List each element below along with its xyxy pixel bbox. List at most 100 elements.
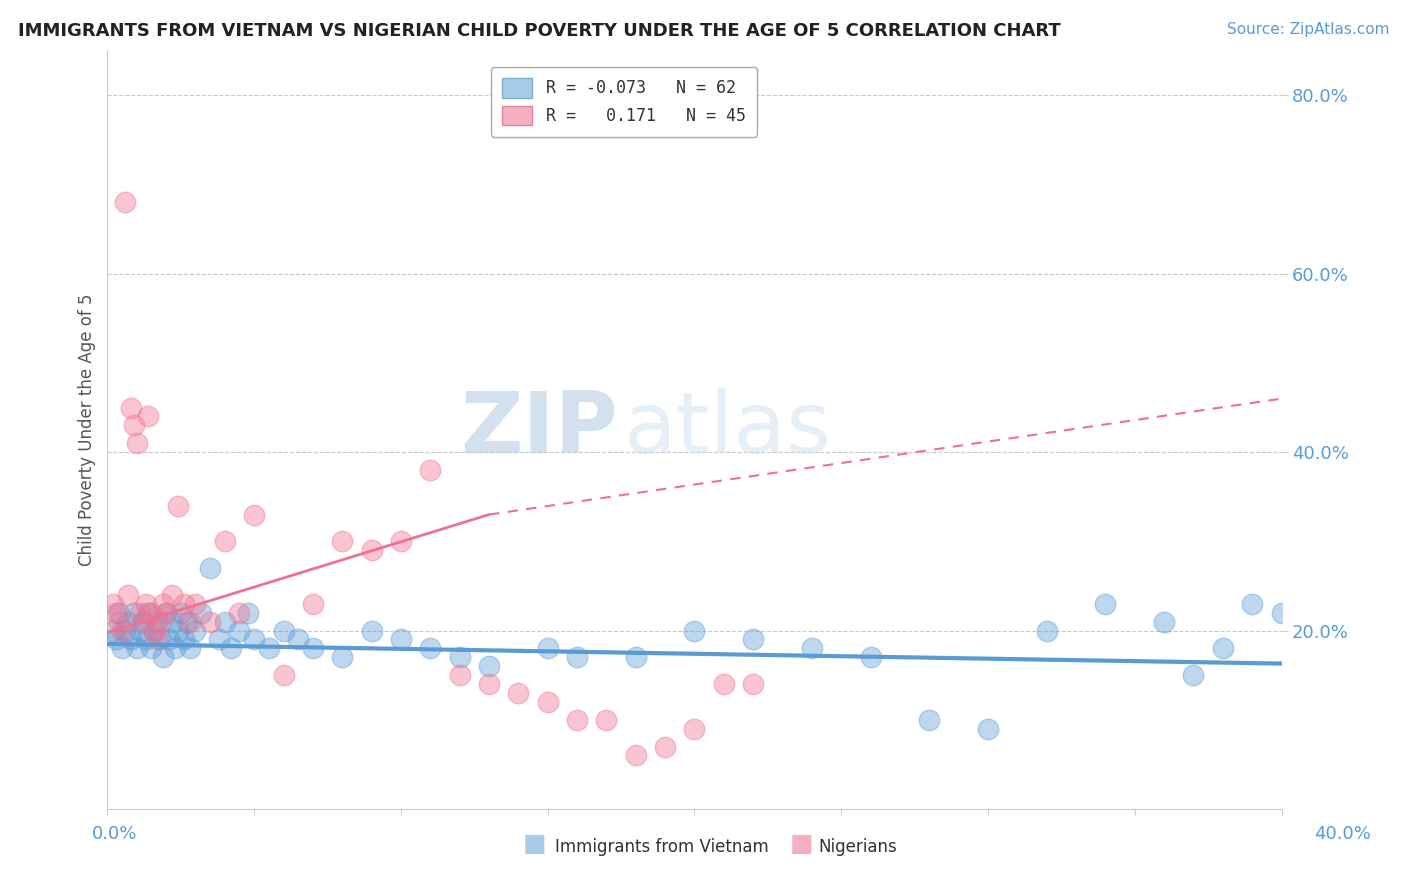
- Point: [138, 409, 160, 424]
- Point: [155, 606, 177, 620]
- Point: [977, 722, 1000, 736]
- Point: [595, 713, 617, 727]
- Point: [128, 606, 150, 620]
- Point: [125, 436, 148, 450]
- Point: [108, 615, 131, 629]
- Point: [190, 606, 212, 620]
- Point: [330, 650, 353, 665]
- Point: [111, 641, 134, 656]
- Point: [166, 624, 188, 638]
- Point: [176, 615, 198, 629]
- Point: [114, 624, 136, 638]
- Text: ■: ■: [790, 832, 813, 856]
- Point: [208, 632, 231, 647]
- Point: [103, 624, 125, 638]
- Point: [114, 195, 136, 210]
- Point: [624, 748, 647, 763]
- Point: [273, 668, 295, 682]
- Point: [243, 632, 266, 647]
- Point: [565, 713, 588, 727]
- Point: [117, 615, 139, 629]
- Point: [179, 615, 201, 629]
- Point: [117, 588, 139, 602]
- Point: [111, 624, 134, 638]
- Point: [478, 659, 501, 673]
- Point: [918, 713, 941, 727]
- Text: IMMIGRANTS FROM VIETNAM VS NIGERIAN CHILD POVERTY UNDER THE AGE OF 5 CORRELATION: IMMIGRANTS FROM VIETNAM VS NIGERIAN CHIL…: [18, 22, 1062, 40]
- Legend: R = -0.073   N = 62, R =   0.171   N = 45: R = -0.073 N = 62, R = 0.171 N = 45: [491, 67, 758, 136]
- Point: [228, 624, 250, 638]
- Point: [135, 632, 157, 647]
- Point: [157, 632, 180, 647]
- Point: [143, 624, 166, 638]
- Point: [152, 650, 174, 665]
- Y-axis label: Child Poverty Under the Age of 5: Child Poverty Under the Age of 5: [79, 293, 96, 566]
- Point: [1212, 641, 1234, 656]
- Text: ZIP: ZIP: [460, 388, 619, 471]
- Point: [1094, 597, 1116, 611]
- Point: [108, 606, 131, 620]
- Text: atlas: atlas: [624, 388, 832, 471]
- Point: [143, 624, 166, 638]
- Point: [565, 650, 588, 665]
- Point: [360, 624, 382, 638]
- Point: [1241, 597, 1264, 611]
- Point: [120, 632, 142, 647]
- Point: [389, 534, 412, 549]
- Point: [302, 641, 325, 656]
- Point: [238, 606, 260, 620]
- Point: [683, 624, 706, 638]
- Point: [166, 499, 188, 513]
- Point: [149, 632, 172, 647]
- Point: [478, 677, 501, 691]
- Point: [138, 606, 160, 620]
- Point: [125, 641, 148, 656]
- Text: 40.0%: 40.0%: [1315, 825, 1371, 843]
- Point: [103, 597, 125, 611]
- Point: [273, 624, 295, 638]
- Point: [508, 686, 530, 700]
- Point: [131, 615, 153, 629]
- Point: [146, 632, 169, 647]
- Text: 0.0%: 0.0%: [91, 825, 136, 843]
- Point: [160, 615, 183, 629]
- Point: [131, 615, 153, 629]
- Point: [683, 722, 706, 736]
- Point: [122, 606, 145, 620]
- Point: [141, 641, 163, 656]
- Point: [287, 632, 309, 647]
- Point: [302, 597, 325, 611]
- Point: [419, 463, 441, 477]
- Point: [149, 615, 172, 629]
- Point: [537, 641, 560, 656]
- Point: [160, 588, 183, 602]
- Text: Source: ZipAtlas.com: Source: ZipAtlas.com: [1226, 22, 1389, 37]
- Point: [742, 632, 765, 647]
- Point: [1035, 624, 1057, 638]
- Point: [537, 695, 560, 709]
- Point: [128, 624, 150, 638]
- Point: [257, 641, 280, 656]
- Point: [859, 650, 882, 665]
- Point: [198, 561, 221, 575]
- Point: [654, 739, 676, 754]
- Text: Nigerians: Nigerians: [818, 838, 897, 856]
- Point: [1153, 615, 1175, 629]
- Point: [389, 632, 412, 647]
- Text: ■: ■: [523, 832, 546, 856]
- Point: [163, 641, 186, 656]
- Point: [146, 615, 169, 629]
- Point: [173, 632, 195, 647]
- Point: [152, 597, 174, 611]
- Point: [141, 606, 163, 620]
- Point: [122, 418, 145, 433]
- Point: [214, 615, 236, 629]
- Point: [243, 508, 266, 522]
- Point: [419, 641, 441, 656]
- Point: [800, 641, 823, 656]
- Text: Immigrants from Vietnam: Immigrants from Vietnam: [555, 838, 769, 856]
- Point: [219, 641, 242, 656]
- Point: [449, 668, 471, 682]
- Point: [330, 534, 353, 549]
- Point: [155, 606, 177, 620]
